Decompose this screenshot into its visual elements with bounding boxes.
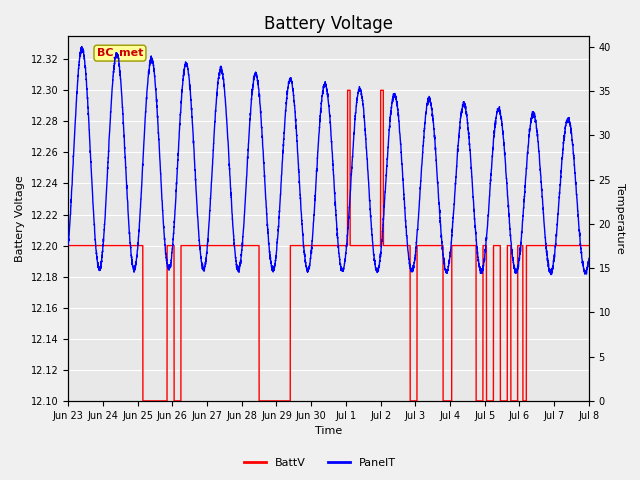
Title: Battery Voltage: Battery Voltage — [264, 15, 393, 33]
Text: BC_met: BC_met — [97, 48, 143, 58]
X-axis label: Time: Time — [315, 426, 342, 436]
Y-axis label: Battery Voltage: Battery Voltage — [15, 175, 25, 262]
Y-axis label: Temperature: Temperature — [615, 183, 625, 254]
Legend: BattV, PanelT: BattV, PanelT — [239, 453, 401, 472]
